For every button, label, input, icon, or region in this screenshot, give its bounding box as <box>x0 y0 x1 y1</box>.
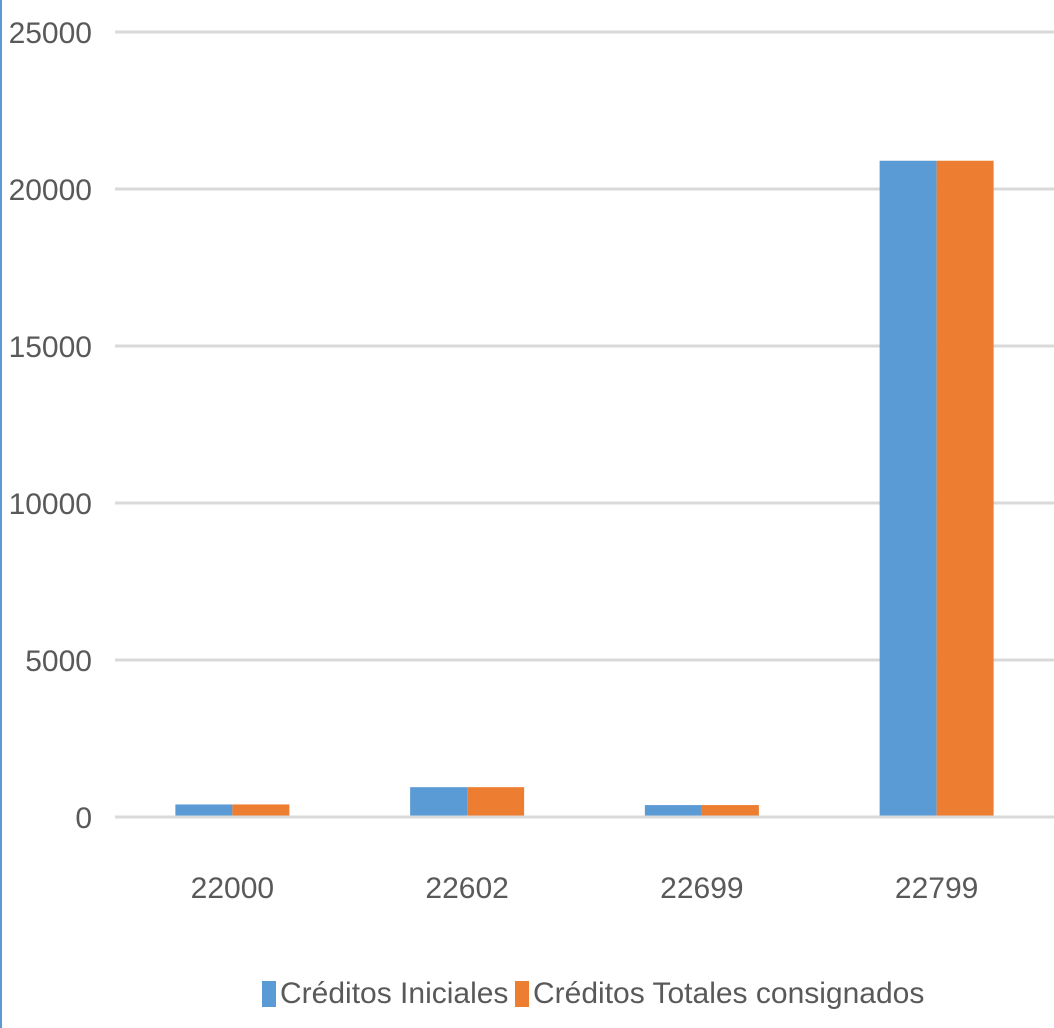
x-tick-label: 22000 <box>191 872 274 905</box>
bar-22699-series-0 <box>644 805 702 817</box>
y-tick-label: 0 <box>75 802 92 835</box>
bar-22000-series-1 <box>232 804 290 817</box>
chart-left-border <box>0 0 2 1028</box>
x-tick-label: 22602 <box>425 872 508 905</box>
bar-22602-series-0 <box>410 787 468 817</box>
legend: Créditos Iniciales Créditos Totales consi… <box>262 977 924 1010</box>
y-tick-label: 25000 <box>9 17 92 50</box>
legend-swatch-1 <box>515 981 529 1007</box>
y-tick-label: 20000 <box>9 174 92 207</box>
y-tick-label: 15000 <box>9 331 92 364</box>
bar-22799-series-0 <box>879 160 937 818</box>
bar-22699-series-1 <box>701 805 759 817</box>
x-axis: 22000 22602 22699 22799 <box>115 815 1054 905</box>
x-tick-label: 22799 <box>895 872 978 905</box>
x-tick-label: 22699 <box>660 872 743 905</box>
y-tick-label: 10000 <box>9 488 92 521</box>
bar-22799-series-1 <box>936 160 994 818</box>
y-tick-label: 5000 <box>25 645 92 678</box>
legend-swatch-0 <box>262 981 276 1007</box>
legend-label-0: Créditos Iniciales <box>280 977 508 1010</box>
bar-22602-series-1 <box>467 787 525 817</box>
bars <box>175 160 994 818</box>
y-axis: 0 5000 10000 15000 20000 25000 <box>9 17 92 835</box>
legend-label-1: Créditos Totales consignados <box>533 977 924 1010</box>
bar-22000-series-0 <box>175 804 233 817</box>
